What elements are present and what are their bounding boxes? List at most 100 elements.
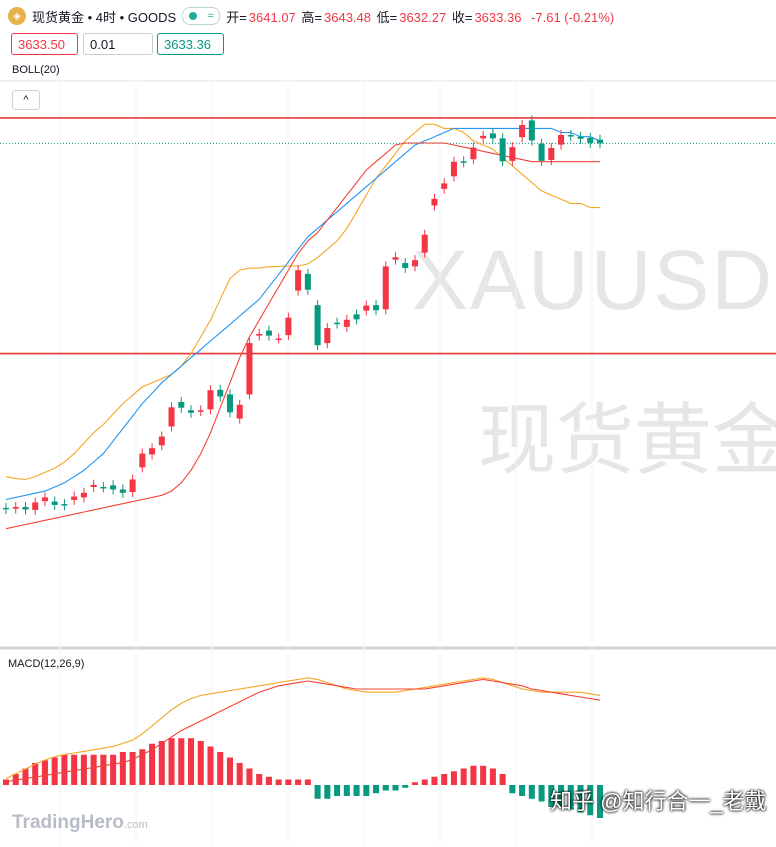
ohlc-readout: 开= 3641.07 高= 3643.48 低= 3632.27 收= 3633.36 … (226, 7, 616, 26)
macd-histogram-bar (528, 785, 535, 799)
candle-body (51, 501, 58, 505)
boll-upper-band (5, 123, 600, 481)
gold-coin-icon: ◈ (8, 7, 26, 25)
macd-histogram-bar (489, 768, 496, 785)
macd-histogram-bar (441, 774, 448, 785)
candle-body (100, 486, 107, 489)
close-value: 3633.36 (474, 9, 522, 25)
symbol-title[interactable]: 现货黄金 • 4时 • GOODS (32, 9, 177, 25)
macd-histogram-bar (41, 760, 48, 785)
macd-histogram-bar (577, 785, 584, 813)
market-status-badge: ≈ (182, 7, 221, 25)
macd-histogram-bar (226, 757, 233, 785)
macd-histogram-bar (71, 754, 78, 785)
macd-histogram-bar (129, 752, 136, 785)
candle-body (12, 506, 19, 509)
candle-body (528, 120, 535, 141)
low-label: 低= (376, 9, 398, 25)
buy-price-button[interactable]: 3633.36 (157, 33, 224, 55)
macd-histogram-bar (285, 779, 292, 785)
macd-histogram-bar (149, 743, 156, 785)
macd-histogram-bar (363, 785, 370, 796)
candle-body (197, 410, 204, 412)
candle-body (334, 322, 341, 325)
candle-body (207, 390, 214, 410)
sell-price-button[interactable]: 3633.50 (11, 33, 78, 55)
candle-body (411, 260, 419, 267)
candle-body (80, 492, 87, 498)
candle-body (119, 489, 126, 493)
macd-histogram-bar (304, 779, 311, 785)
candle-body (577, 136, 584, 139)
macd-histogram-bar (61, 754, 68, 785)
macd-histogram-bar (421, 779, 428, 785)
collapse-indicators-button[interactable]: ^ (12, 90, 40, 110)
candle-body (71, 496, 78, 500)
candle-body (129, 479, 136, 492)
candle-body (246, 343, 253, 395)
watermark-name: 现货黄金 (478, 396, 776, 484)
macd-histogram-bar (373, 785, 380, 794)
macd-histogram-bar (343, 785, 350, 796)
macd-histogram-bar (548, 785, 555, 807)
candle-body (226, 394, 233, 413)
candle-body (480, 135, 487, 139)
macd-histogram-bar (587, 785, 594, 816)
symbol-header: ◈ 现货黄金 • 4时 • GOODS ≈ 开= 3641.07 高= 3643.4… (8, 6, 616, 26)
wave-icon: ≈ (207, 10, 214, 22)
high-label: 高= (301, 9, 322, 25)
author-credit: 知乎 @知行合一_老戴 (550, 789, 767, 814)
candle-body (587, 137, 594, 143)
macd-histogram-bar (314, 785, 321, 799)
logo-text: TradingHero (12, 812, 124, 833)
macd-indicator-label[interactable]: MACD(12,26,9) (8, 658, 85, 670)
macd-histogram-bar (411, 782, 419, 785)
candle-body (22, 506, 29, 510)
candle-body (168, 407, 175, 427)
macd-histogram-bar (538, 785, 545, 802)
candle-body (353, 314, 360, 320)
candle-body (402, 263, 409, 269)
macd-histogram-bar (596, 785, 604, 818)
candle-body (265, 330, 272, 336)
tradinghero-logo: TradingHero.com (12, 812, 148, 834)
macd-histogram-bar (207, 746, 214, 785)
candle-body (178, 401, 185, 408)
macd-histogram-bar (80, 754, 87, 785)
macd-histogram-bar (100, 754, 107, 785)
candle-body (304, 273, 311, 290)
macd-histogram-bar (402, 785, 409, 788)
macd-histogram-bar (324, 785, 331, 799)
change-value: -7.61 (-0.21%) (531, 9, 615, 25)
candle-body (217, 389, 224, 397)
candle-body (489, 133, 496, 139)
candle-body (236, 404, 243, 419)
candle-body (431, 198, 438, 206)
macd-histogram-bar (353, 785, 360, 796)
boll-indicator-label[interactable]: BOLL(20) (12, 64, 60, 76)
candle-body (61, 504, 68, 506)
macd-histogram-bar (197, 741, 204, 785)
candle-body (41, 497, 48, 502)
candle-body (548, 147, 555, 161)
candle-body (285, 317, 292, 336)
open-value: 3641.07 (248, 9, 296, 25)
candle-body (567, 135, 574, 137)
logo-suffix: .com (123, 819, 148, 831)
macd-histogram-bar (265, 776, 272, 785)
boll-middle-band (5, 127, 601, 501)
candle-body (382, 266, 389, 310)
macd-histogram-bar (567, 785, 574, 810)
candle-body (110, 485, 117, 490)
macd-histogram-bar (382, 785, 389, 791)
macd-histogram-bar (217, 752, 224, 785)
close-label: 收= (451, 9, 473, 25)
macd-histogram-bar (158, 741, 165, 785)
quantity-input[interactable]: 0.01 (83, 33, 153, 55)
candle-body (441, 183, 448, 189)
macd-histogram-bar (168, 738, 175, 785)
candle-body (558, 135, 565, 145)
macd-histogram-bar (431, 776, 438, 785)
macd-histogram-bar (178, 738, 185, 785)
